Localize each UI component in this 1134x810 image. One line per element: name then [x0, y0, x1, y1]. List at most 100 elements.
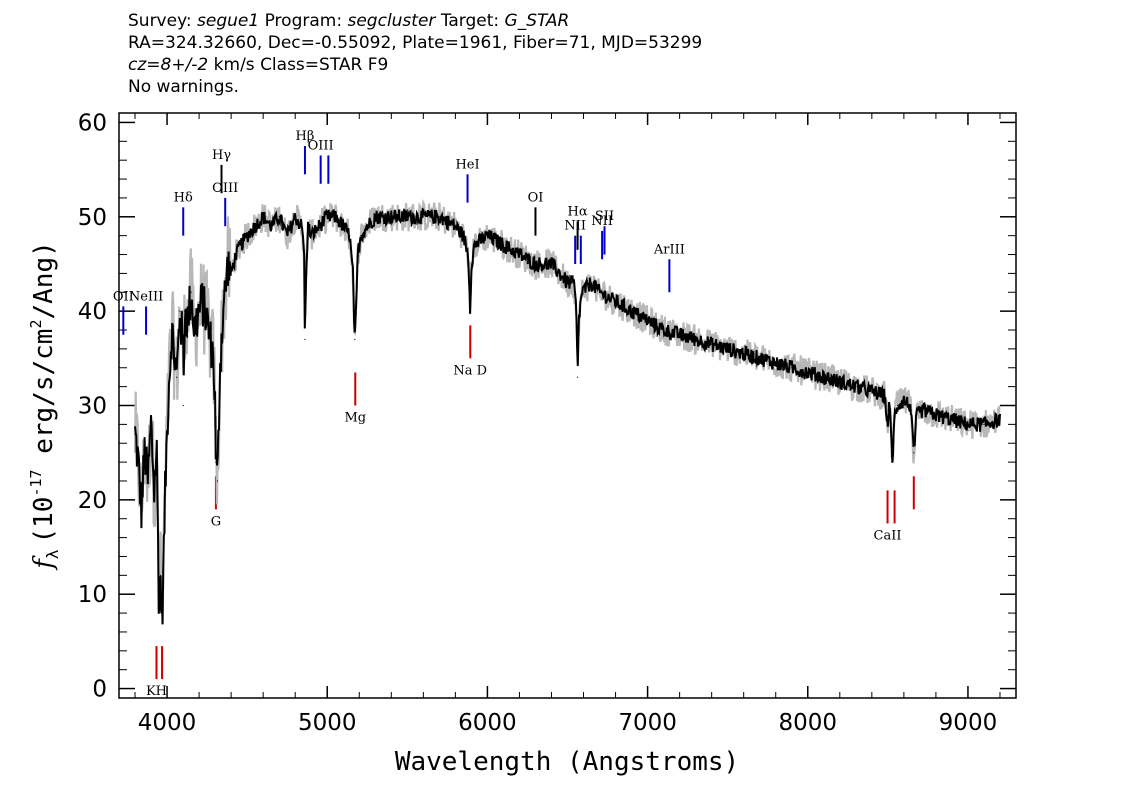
- flux-data-point: [630, 310, 633, 312]
- spectral-line-label: OIII: [212, 181, 238, 196]
- x-tick-label: 8000: [778, 710, 837, 736]
- flux-data-point: [922, 409, 924, 411]
- flux-data-point: [168, 386, 170, 388]
- flux-data-point: [144, 452, 146, 454]
- flux-data-point: [161, 621, 163, 624]
- flux-data-point: [598, 291, 601, 293]
- ticks-layer: [119, 113, 1016, 698]
- flux-data-point: [278, 216, 280, 218]
- flux-data-point: [581, 291, 583, 293]
- flux-data-point: [187, 319, 189, 322]
- flux-data-point: [916, 414, 918, 416]
- flux-data-point: [727, 348, 729, 350]
- flux-data-point: [502, 244, 505, 246]
- flux-data-point: [871, 390, 873, 392]
- flux-data-point: [212, 357, 215, 359]
- class-value: km/s Class=STAR F9: [208, 55, 389, 75]
- flux-data-point: [201, 301, 203, 303]
- flux-data-point: [357, 253, 359, 256]
- flux-data-point: [983, 423, 985, 425]
- flux-data-point: [215, 461, 217, 463]
- x-tick-label: 9000: [939, 710, 998, 736]
- flux-data-point: [158, 612, 160, 614]
- flux-data-point: [486, 235, 489, 237]
- flux-data-point: [304, 338, 306, 341]
- flux-data-point: [193, 329, 195, 331]
- flux-data-point: [301, 225, 303, 227]
- spectral-line-label: Mg: [344, 411, 366, 426]
- flux-data-point: [262, 216, 264, 218]
- flux-data-point: [454, 225, 456, 227]
- flux-data-point: [839, 381, 841, 383]
- program-label: Program:: [264, 11, 343, 31]
- spectral-line-label: NeIII: [129, 289, 163, 304]
- flux-data-point: [230, 272, 232, 275]
- y-title-post: /Ang): [29, 241, 59, 319]
- y-tick-label: 20: [78, 488, 107, 514]
- flux-data-point: [360, 235, 362, 237]
- flux-data-point: [140, 508, 143, 510]
- flux-data-point: [182, 348, 184, 350]
- header-line-survey: Survey: segue1 Program: segcluster Targe…: [128, 10, 702, 32]
- flux-data-point: [470, 263, 472, 265]
- flux-data-point: [307, 225, 309, 227]
- flux-data-point: [147, 480, 149, 482]
- flux-data-point: [352, 272, 354, 275]
- flux-data-point: [534, 263, 537, 265]
- x-tick-label: 5000: [298, 710, 357, 736]
- flux-data-point: [550, 263, 553, 265]
- redshift-value: cz=8+/-2: [128, 55, 209, 75]
- flux-data-point: [162, 584, 164, 586]
- flux-data-point: [558, 272, 561, 275]
- target-value: G_STAR: [504, 11, 570, 31]
- flux-data-point: [153, 489, 155, 492]
- flux-error-envelope: [133, 198, 1001, 612]
- flux-data-point: [190, 291, 192, 293]
- flux-data-point: [886, 423, 889, 425]
- flux-data-point: [893, 414, 896, 416]
- spectral-line-label: Hδ: [174, 190, 193, 205]
- y-title-sub: λ: [43, 549, 62, 559]
- flux-data-point: [214, 404, 216, 407]
- y-tick-label: 30: [78, 394, 107, 420]
- y-tick-label: 0: [92, 677, 107, 703]
- spectral-line-label: SII: [595, 209, 614, 224]
- flux-data-point: [518, 253, 521, 256]
- x-tick-label: 4000: [138, 710, 197, 736]
- plot-frame: [118, 112, 1017, 699]
- flux-data-point: [999, 419, 1001, 421]
- flux-data-point: [137, 461, 139, 463]
- flux-data-point: [354, 338, 356, 341]
- y-tick-label: 40: [78, 299, 107, 325]
- flux-data-point: [294, 216, 296, 218]
- flux-data-point: [318, 225, 320, 227]
- flux-data-point: [198, 310, 200, 312]
- flux-data-point: [270, 225, 272, 227]
- flux-data-point: [473, 244, 476, 246]
- flux-data-point: [935, 414, 937, 416]
- flux-data-point: [896, 404, 899, 407]
- spectrum-header: Survey: segue1 Program: segcluster Targe…: [128, 10, 702, 98]
- flux-data-point: [219, 367, 221, 369]
- flux-data-point: [209, 338, 211, 341]
- flux-data-point: [305, 263, 308, 265]
- flux-data-point: [184, 310, 186, 312]
- flux-data-point: [206, 319, 208, 322]
- flux-data-point: [303, 244, 305, 246]
- spectral-line-label: OIII: [308, 138, 334, 153]
- flux-data-point: [326, 216, 328, 218]
- flux-data-point: [892, 461, 894, 463]
- flux-data-point: [179, 310, 181, 312]
- spectral-line-label: OI: [528, 190, 544, 205]
- flux-data-point: [438, 216, 440, 218]
- spectral-line-label: Hβ: [296, 129, 315, 144]
- flux-data-point: [182, 404, 184, 407]
- flux-data-point: [646, 319, 649, 322]
- flux-data-point: [222, 310, 224, 312]
- y-axis-title: fλ(10-17 erg/s/cm2/Ang): [27, 241, 62, 571]
- spectral-line-label: ArIII: [653, 242, 685, 257]
- y-title-mid: erg/s/cm: [29, 329, 59, 470]
- flux-data-point: [695, 338, 697, 341]
- flux-data-point: [310, 235, 312, 237]
- spectral-line-label: Hα: [568, 205, 588, 220]
